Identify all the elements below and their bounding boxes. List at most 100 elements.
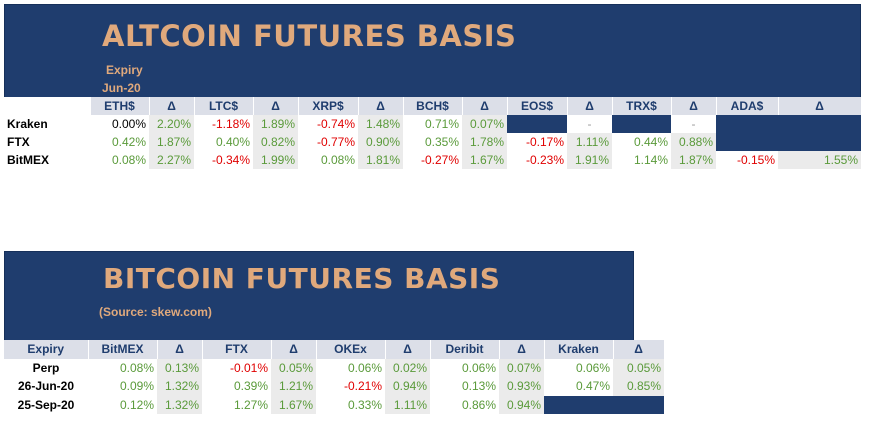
basis-delta-cell: - xyxy=(567,115,612,133)
bitcoin-basis-table: Expiry BitMEX Δ FTX Δ OKEx Δ Deribit Δ Kraken Δ Per… xyxy=(4,340,665,414)
altcoin-column-header: Δ xyxy=(358,97,404,115)
bitcoin-column-header: BitMEX xyxy=(88,340,158,359)
altcoin-header-row: ETH$ Δ LTC$ Δ XRP$ Δ BCH$ Δ EOS$ Δ TRX$ Δ ADA$ Δ xyxy=(4,97,862,115)
altcoin-column-header: Δ xyxy=(671,97,717,115)
basis-delta-cell: 0.90% xyxy=(358,133,403,151)
bitcoin-column-header: Δ xyxy=(157,340,203,359)
altcoin-column-header: BCH$ xyxy=(403,97,463,115)
bitcoin-row: 25-Sep-20 0.12% 1.32% 1.27% 1.67% 0.33% 1.11% 0… xyxy=(4,395,664,414)
altcoin-column-header: EOS$ xyxy=(507,97,568,115)
basis-delta-cell: 1.11% xyxy=(385,395,430,414)
basis-value-cell: -0.21% xyxy=(316,377,385,396)
basis-value-cell: 0.08% xyxy=(90,151,149,169)
bitcoin-column-header: FTX xyxy=(202,340,272,359)
basis-value-cell: 0.39% xyxy=(202,377,271,396)
bitcoin-column-header: Kraken xyxy=(544,340,614,359)
altcoin-header-panel: ALTCOIN FUTURES BASIS Expiry Jun-20 xyxy=(4,4,861,98)
basis-delta-cell: 1.87% xyxy=(671,151,716,169)
basis-value-cell: 0.13% xyxy=(430,377,499,396)
altcoin-column-header: ADA$ xyxy=(716,97,779,115)
basis-value-cell: 0.35% xyxy=(403,133,462,151)
basis-value-cell: -0.01% xyxy=(202,358,271,377)
basis-value-cell: -0.15% xyxy=(716,151,778,169)
basis-delta-cell: 0.85% xyxy=(613,377,664,396)
basis-value-cell: 0.09% xyxy=(88,377,157,396)
basis-delta-cell: 1.89% xyxy=(253,115,298,133)
bitcoin-column-header: Δ xyxy=(613,340,665,359)
basis-delta-cell: 1.81% xyxy=(358,151,403,169)
basis-delta-cell: 1.11% xyxy=(567,133,612,151)
expiry-label: Perp xyxy=(4,358,88,377)
bitcoin-column-header: OKEx xyxy=(316,340,386,359)
bitcoin-header-row: Expiry BitMEX Δ FTX Δ OKEx Δ Deribit Δ Kraken Δ xyxy=(4,340,665,359)
basis-value-cell: 0.42% xyxy=(90,133,149,151)
basis-delta-cell: 0.05% xyxy=(613,358,664,377)
exchange-label: BitMEX xyxy=(4,151,90,169)
basis-delta-cell: 1.99% xyxy=(253,151,298,169)
basis-value-cell: 0.06% xyxy=(316,358,385,377)
basis-value-cell xyxy=(716,133,778,151)
bitcoin-column-header: Δ xyxy=(499,340,545,359)
basis-delta-cell xyxy=(778,115,861,133)
bitcoin-column-header: Deribit xyxy=(430,340,500,359)
basis-delta-cell: 2.27% xyxy=(149,151,194,169)
basis-delta-cell: 0.07% xyxy=(499,358,544,377)
basis-value-cell: -0.23% xyxy=(507,151,567,169)
altcoin-expiry-value: Jun-20 xyxy=(102,81,141,95)
bitcoin-column-header: Δ xyxy=(271,340,317,359)
bitcoin-title: BITCOIN FUTURES BASIS xyxy=(103,262,501,295)
basis-delta-cell: 1.32% xyxy=(157,395,202,414)
basis-delta-cell: 0.07% xyxy=(462,115,507,133)
bitcoin-column-header: Δ xyxy=(385,340,431,359)
basis-delta-cell: 0.82% xyxy=(253,133,298,151)
expiry-label: 25-Sep-20 xyxy=(4,395,88,414)
altcoin-title: ALTCOIN FUTURES BASIS xyxy=(102,19,517,53)
basis-value-cell: 1.14% xyxy=(612,151,671,169)
altcoin-basis-table: ETH$ Δ LTC$ Δ XRP$ Δ BCH$ Δ EOS$ Δ TRX$ Δ ADA$ Δ Krake… xyxy=(4,97,862,169)
altcoin-column-header: LTC$ xyxy=(194,97,254,115)
altcoin-column-header: XRP$ xyxy=(298,97,359,115)
altcoin-column-header: Δ xyxy=(567,97,613,115)
altcoin-header-spacer xyxy=(4,97,91,115)
basis-value-cell: -0.74% xyxy=(298,115,358,133)
basis-delta-cell: 0.93% xyxy=(499,377,544,396)
basis-delta-cell: 1.67% xyxy=(462,151,507,169)
basis-delta-cell: 0.88% xyxy=(671,133,716,151)
basis-delta-cell: 1.48% xyxy=(358,115,403,133)
basis-value-cell: -1.18% xyxy=(194,115,253,133)
basis-delta-cell: 1.55% xyxy=(778,151,861,169)
basis-value-cell: 0.40% xyxy=(194,133,253,151)
basis-value-cell: 0.44% xyxy=(612,133,671,151)
basis-delta-cell: 1.32% xyxy=(157,377,202,396)
exchange-label: Kraken xyxy=(4,115,90,133)
basis-value-cell: 0.06% xyxy=(544,358,613,377)
basis-delta-cell: 0.05% xyxy=(271,358,316,377)
basis-value-cell xyxy=(544,395,613,414)
basis-value-cell xyxy=(612,115,671,133)
basis-value-cell xyxy=(507,115,567,133)
basis-value-cell: -0.27% xyxy=(403,151,462,169)
basis-value-cell: 0.47% xyxy=(544,377,613,396)
basis-delta-cell: 2.20% xyxy=(149,115,194,133)
altcoin-row-bitmex: BitMEX 0.08% 2.27% -0.34% 1.99% 0.08% 1.81% -0.… xyxy=(4,151,861,169)
bitcoin-source-note: (Source: skew.com) xyxy=(99,305,212,319)
altcoin-expiry-label: Expiry xyxy=(106,63,143,77)
basis-delta-cell: 0.94% xyxy=(385,377,430,396)
altcoin-row-kraken: Kraken 0.00% 2.20% -1.18% 1.89% -0.74% 1.48% 0.… xyxy=(4,115,861,133)
basis-value-cell: 0.33% xyxy=(316,395,385,414)
basis-value-cell: 0.00% xyxy=(90,115,149,133)
basis-delta-cell xyxy=(613,395,664,414)
bitcoin-row: 26-Jun-20 0.09% 1.32% 0.39% 1.21% -0.21% 0.94%… xyxy=(4,377,664,396)
altcoin-column-header: TRX$ xyxy=(612,97,672,115)
basis-value-cell: 0.08% xyxy=(88,358,157,377)
altcoin-column-header: ETH$ xyxy=(90,97,150,115)
basis-value-cell: 0.12% xyxy=(88,395,157,414)
basis-delta-cell: 0.13% xyxy=(157,358,202,377)
basis-value-cell: -0.34% xyxy=(194,151,253,169)
basis-delta-cell: 1.91% xyxy=(567,151,612,169)
basis-delta-cell: 1.21% xyxy=(271,377,316,396)
basis-value-cell: 0.06% xyxy=(430,358,499,377)
basis-delta-cell: 0.94% xyxy=(499,395,544,414)
bitcoin-header-panel: BITCOIN FUTURES BASIS (Source: skew.com) xyxy=(4,251,634,341)
altcoin-column-header: Δ xyxy=(149,97,195,115)
